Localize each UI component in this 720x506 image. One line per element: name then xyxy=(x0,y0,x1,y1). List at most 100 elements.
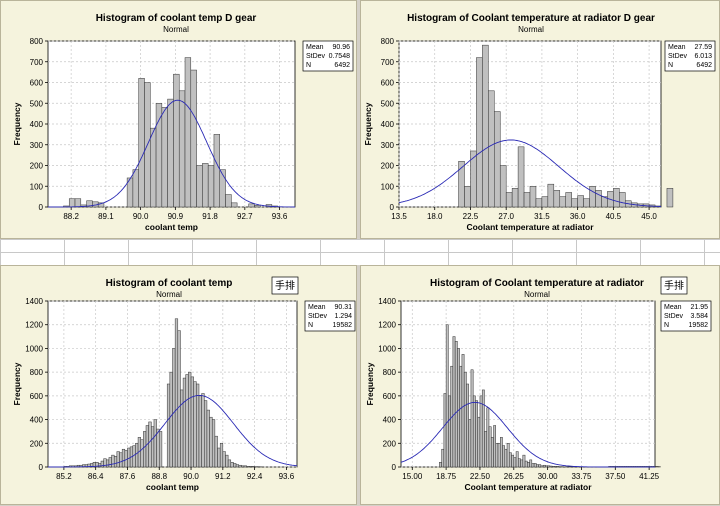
histogram-bar xyxy=(464,372,466,467)
y-tick-label: 0 xyxy=(39,203,44,212)
x-tick-label: 88.2 xyxy=(63,212,79,221)
y-tick-label: 200 xyxy=(383,439,397,448)
y-tick-label: 200 xyxy=(381,162,395,171)
histogram-bar xyxy=(444,393,446,467)
x-axis-label: coolant temp xyxy=(146,482,199,492)
histogram-bar xyxy=(69,199,75,207)
histogram-bar xyxy=(247,466,250,467)
x-tick-label: 86.4 xyxy=(88,472,104,481)
histogram-bar xyxy=(141,440,144,467)
annotation-label: 手排 xyxy=(275,279,295,292)
y-tick-label: 100 xyxy=(30,182,44,191)
histogram-bar xyxy=(210,417,213,467)
histogram-bar xyxy=(656,466,658,467)
chart-panel-2: Histogram of Coolant temperature at radi… xyxy=(360,0,720,239)
histogram-bar xyxy=(596,190,602,207)
legend-label: StDev xyxy=(308,313,328,320)
histogram-bar xyxy=(106,460,109,467)
histogram-bar xyxy=(532,463,534,467)
histogram-bar xyxy=(500,437,502,467)
y-axis-label: Frequency xyxy=(363,102,373,145)
legend-label: Mean xyxy=(306,44,324,51)
y-tick-label: 400 xyxy=(381,120,395,129)
histogram-bar xyxy=(109,458,112,467)
x-tick-label: 93.6 xyxy=(272,212,288,221)
y-tick-label: 1400 xyxy=(378,297,396,306)
histogram-bar xyxy=(249,204,255,207)
histogram-bar xyxy=(488,91,494,207)
x-tick-label: 22.50 xyxy=(470,472,491,481)
y-axis-label: Frequency xyxy=(12,362,22,405)
x-tick-label: 90.0 xyxy=(183,472,199,481)
histogram-bar xyxy=(197,166,203,208)
plot-area xyxy=(399,41,661,207)
y-tick-label: 1200 xyxy=(378,321,396,330)
y-tick-label: 1000 xyxy=(378,344,396,353)
histogram-bar xyxy=(159,431,162,467)
histogram-bar xyxy=(139,78,145,207)
histogram-bar xyxy=(518,459,520,467)
histogram-bar xyxy=(506,192,512,207)
histogram-bar xyxy=(487,408,489,467)
histogram-bar xyxy=(215,436,218,467)
histogram-bar xyxy=(446,325,448,467)
x-axis-label: Coolant temperature at radiator xyxy=(464,482,592,492)
y-tick-label: 200 xyxy=(30,439,44,448)
histogram-bar xyxy=(204,401,207,467)
histogram-bar xyxy=(514,458,516,467)
x-tick-label: 90.0 xyxy=(133,212,149,221)
histogram-bar xyxy=(244,466,247,467)
histogram-bar xyxy=(527,462,529,467)
x-tick-label: 26.25 xyxy=(504,472,525,481)
y-tick-label: 500 xyxy=(381,99,395,108)
histogram-bar xyxy=(469,420,471,467)
histogram-bar xyxy=(120,453,123,467)
legend-value: 90.31 xyxy=(334,304,352,311)
y-tick-label: 100 xyxy=(381,182,395,191)
histogram-bar xyxy=(178,331,181,467)
legend-value: 6492 xyxy=(334,62,350,69)
legend-value: 27.59 xyxy=(694,44,712,51)
x-tick-label: 90.9 xyxy=(168,212,184,221)
histogram-bar xyxy=(473,396,475,467)
histogram-bar xyxy=(543,465,545,467)
histogram-bar xyxy=(196,384,199,467)
x-tick-label: 91.8 xyxy=(202,212,218,221)
histogram-bar xyxy=(548,466,550,467)
chart-2: Histogram of Coolant temperature at radi… xyxy=(361,1,720,240)
histogram-bar xyxy=(231,203,237,207)
histogram-bar xyxy=(505,449,507,467)
histogram-bar xyxy=(180,390,183,467)
histogram-bar xyxy=(194,382,197,467)
y-tick-label: 0 xyxy=(39,463,44,472)
legend-label: StDev xyxy=(668,53,688,60)
histogram-bar xyxy=(175,319,178,467)
histogram-bar xyxy=(218,448,221,467)
histogram-bar xyxy=(534,463,536,467)
histogram-bar xyxy=(557,466,559,467)
legend-value: 0.7548 xyxy=(329,53,351,60)
histogram-bar xyxy=(233,463,236,467)
histogram-bar xyxy=(186,375,189,467)
histogram-bar xyxy=(619,192,625,207)
histogram-bar xyxy=(207,410,210,467)
histogram-bar xyxy=(117,452,120,467)
histogram-bar xyxy=(539,465,541,467)
chart-title: Histogram of coolant temp xyxy=(106,278,233,289)
y-tick-label: 0 xyxy=(392,463,397,472)
histogram-bar xyxy=(226,195,232,207)
y-tick-label: 700 xyxy=(381,58,395,67)
plot-area xyxy=(401,301,655,467)
histogram-bar xyxy=(498,443,500,467)
histogram-bar xyxy=(572,199,578,207)
legend-value: 19582 xyxy=(689,322,709,329)
y-axis-label: Frequency xyxy=(365,362,375,405)
histogram-bar xyxy=(157,429,160,467)
histogram-bar xyxy=(536,199,542,207)
histogram-bar xyxy=(530,186,536,207)
x-tick-label: 45.0 xyxy=(641,212,657,221)
y-tick-label: 600 xyxy=(381,79,395,88)
histogram-bar xyxy=(220,443,223,467)
y-tick-label: 0 xyxy=(390,203,395,212)
